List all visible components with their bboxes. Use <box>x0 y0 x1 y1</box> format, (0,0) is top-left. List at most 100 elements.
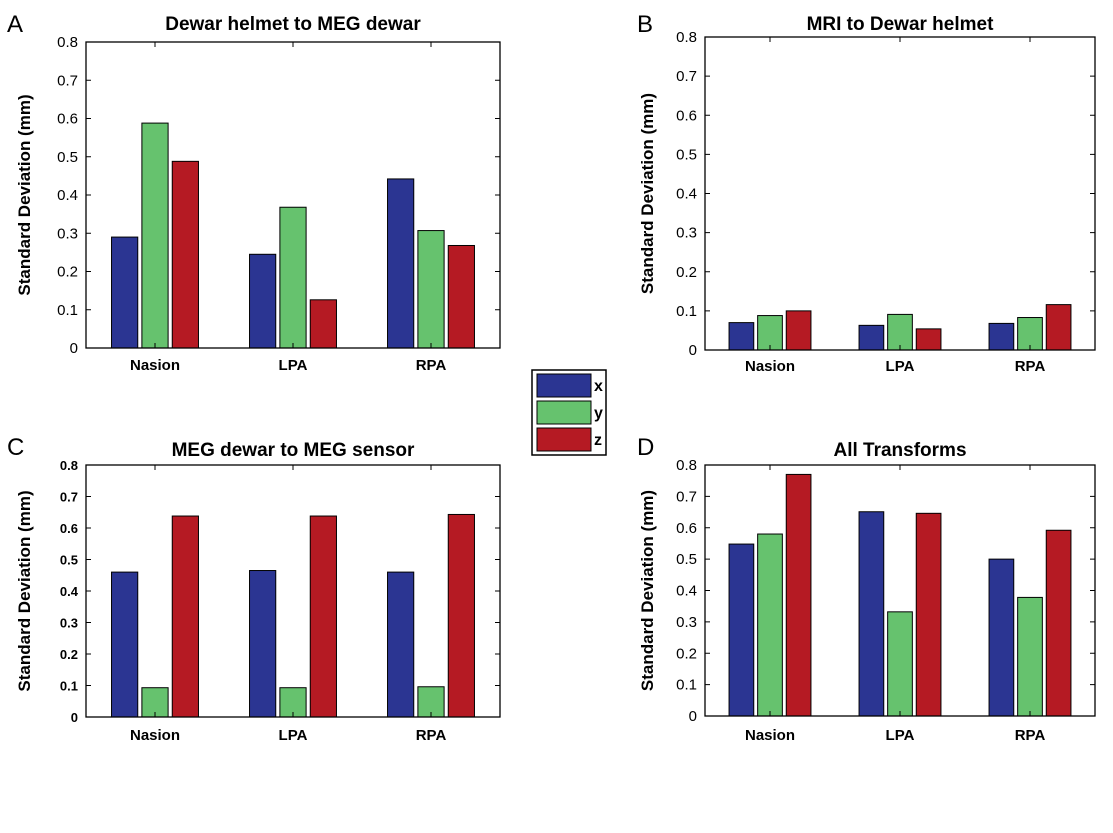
y-axis-label: Standard Deviation (mm) <box>15 94 34 295</box>
x-category-label: LPA <box>279 727 308 744</box>
y-tick-label: 0.3 <box>676 614 697 631</box>
legend-swatch-z <box>536 427 592 452</box>
x-category-label: LPA <box>279 357 308 374</box>
y-tick-label: 0.4 <box>676 583 697 600</box>
panel-letter-c: C <box>7 434 24 461</box>
y-tick-label: 0.5 <box>676 551 697 568</box>
bar-y-lpa <box>887 611 913 717</box>
bar-z-lpa <box>309 515 337 718</box>
chart-mri-to-dewar-helmet: MRI to Dewar helmet Standard Deviation (m… <box>638 14 1096 375</box>
y-tick-label: 0 <box>689 342 697 359</box>
panel-letter-a: A <box>7 11 23 38</box>
legend: x y z <box>531 369 607 456</box>
y-axis-label: Standard Deviation (mm) <box>638 490 657 691</box>
y-tick-label: 0.5 <box>60 553 78 568</box>
y-tick-label: 0.1 <box>676 677 697 694</box>
legend-label-y: y <box>594 405 603 422</box>
y-tick-label: 0.5 <box>676 146 697 163</box>
bar-x-lpa <box>858 324 885 351</box>
bar-y-rpa <box>417 686 445 718</box>
bar-z-nasion <box>171 515 199 718</box>
bar-z-rpa <box>447 244 475 349</box>
chart-title: MRI to Dewar helmet <box>807 14 995 35</box>
plot-frame <box>704 36 1096 351</box>
y-tick-label: 0.8 <box>676 457 697 474</box>
bar-z-nasion <box>785 473 812 717</box>
y-tick-label: 0 <box>71 710 78 725</box>
y-tick-label: 0.5 <box>57 149 78 166</box>
panel-letter-d: D <box>637 434 654 461</box>
chart-dewar-helmet-to-meg-dewar: Dewar helmet to MEG dewar Standard Deviat… <box>15 14 501 374</box>
chart-title: MEG dewar to MEG sensor <box>172 440 415 461</box>
y-tick-label: 0.1 <box>57 302 78 319</box>
y-tick-label: 0.4 <box>60 584 79 599</box>
bar-z-rpa <box>447 513 475 718</box>
x-category-label: Nasion <box>745 727 795 744</box>
bar-x-nasion <box>111 571 139 718</box>
y-tick-label: 0.4 <box>676 186 697 203</box>
y-axis-label: Standard Deviation (mm) <box>15 490 34 691</box>
y-tick-label: 0.2 <box>676 264 697 281</box>
bar-x-nasion <box>728 543 755 717</box>
y-tick-label: 0.7 <box>676 68 697 85</box>
y-tick-label: 0.3 <box>57 225 78 242</box>
bar-y-nasion <box>757 315 783 351</box>
x-category-label: Nasion <box>745 358 795 375</box>
y-tick-label: 0.8 <box>676 29 697 46</box>
x-category-label: LPA <box>886 358 915 375</box>
y-tick-label: 0 <box>70 340 78 357</box>
y-tick-label: 0.2 <box>57 264 78 281</box>
bar-x-lpa <box>249 570 277 718</box>
y-tick-label: 0.3 <box>676 225 697 242</box>
bar-x-lpa <box>249 253 277 349</box>
bar-y-lpa <box>887 313 913 351</box>
chart-title: Dewar helmet to MEG dewar <box>165 14 421 35</box>
y-tick-label: 0.1 <box>676 303 697 320</box>
bar-z-lpa <box>915 512 942 717</box>
bar-x-lpa <box>858 511 885 717</box>
y-tick-label: 0.6 <box>60 521 78 536</box>
bar-y-lpa <box>279 206 307 349</box>
plot-frame <box>85 464 501 718</box>
chart-meg-dewar-to-meg-sensor: MEG dewar to MEG sensor Standard Deviatio… <box>15 440 501 744</box>
x-category-label: Nasion <box>130 727 180 744</box>
legend-swatch-x <box>536 373 592 398</box>
x-category-label: RPA <box>416 727 447 744</box>
y-tick-label: 0.1 <box>60 679 78 694</box>
bar-y-rpa <box>417 230 445 349</box>
bar-x-rpa <box>988 322 1015 351</box>
y-tick-label: 0.4 <box>57 187 78 204</box>
legend-label-z: z <box>594 432 602 449</box>
x-category-label: LPA <box>886 727 915 744</box>
bar-x-rpa <box>988 558 1015 717</box>
bar-z-rpa <box>1045 529 1072 717</box>
bar-x-nasion <box>728 322 755 351</box>
y-tick-label: 0.6 <box>57 111 78 128</box>
y-tick-label: 0.8 <box>60 458 78 473</box>
bar-x-nasion <box>111 236 139 349</box>
y-tick-label: 0.8 <box>57 34 78 51</box>
x-category-label: RPA <box>1015 358 1046 375</box>
y-tick-label: 0.7 <box>60 490 78 505</box>
panel-letter-b: B <box>637 11 653 38</box>
bar-z-lpa <box>915 328 942 351</box>
bar-z-lpa <box>309 299 337 349</box>
bar-z-nasion <box>171 160 199 349</box>
legend-label-x: x <box>594 378 603 395</box>
x-category-label: Nasion <box>130 357 180 374</box>
y-tick-label: 0.6 <box>676 107 697 124</box>
y-tick-label: 0.6 <box>676 520 697 537</box>
y-tick-label: 0.7 <box>676 488 697 505</box>
y-tick-label: 0.7 <box>57 72 78 89</box>
bar-x-rpa <box>387 178 415 349</box>
y-tick-label: 0.3 <box>60 616 78 631</box>
bar-z-rpa <box>1045 304 1072 351</box>
y-tick-label: 0 <box>689 708 697 725</box>
bar-y-nasion <box>141 122 169 349</box>
y-tick-label: 0.2 <box>60 647 78 662</box>
x-category-label: RPA <box>416 357 447 374</box>
bar-y-rpa <box>1017 596 1043 717</box>
chart-all-transforms: All Transforms Standard Deviation (mm) 0 0.… <box>638 440 1096 744</box>
bar-z-nasion <box>785 310 812 351</box>
